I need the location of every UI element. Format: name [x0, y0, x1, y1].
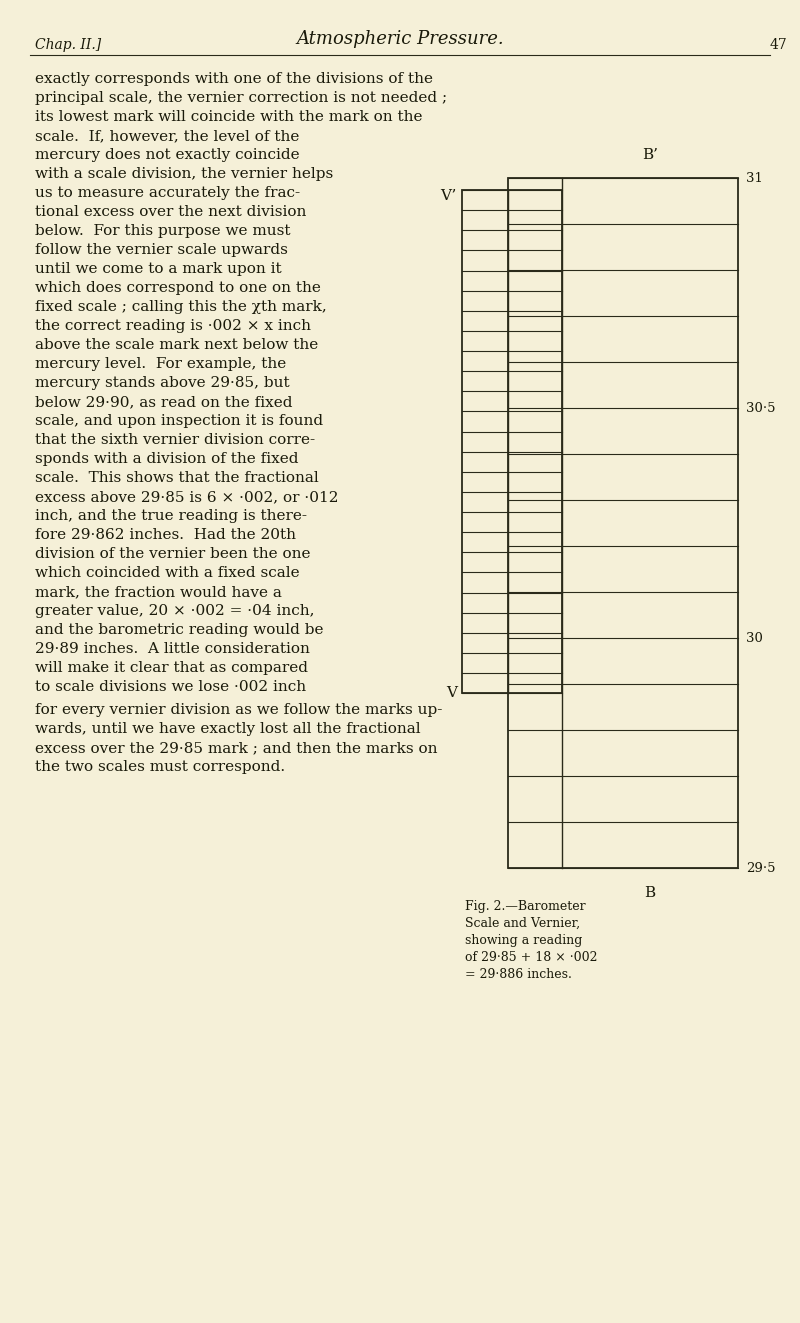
Text: mark, the fraction would have a: mark, the fraction would have a [35, 585, 282, 599]
Text: B’: B’ [642, 148, 658, 161]
Text: exactly corresponds with one of the divisions of the: exactly corresponds with one of the divi… [35, 71, 433, 86]
Text: 30: 30 [746, 631, 763, 644]
Text: 29·89 inches.  A little consideration: 29·89 inches. A little consideration [35, 642, 310, 656]
Text: scale.  This shows that the fractional: scale. This shows that the fractional [35, 471, 318, 486]
Text: wards, until we have exactly lost all the fractional: wards, until we have exactly lost all th… [35, 722, 421, 736]
Text: tional excess over the next division: tional excess over the next division [35, 205, 306, 220]
Bar [462, 191, 562, 693]
Text: 47: 47 [770, 38, 788, 52]
Text: us to measure accurately the frac-: us to measure accurately the frac- [35, 187, 300, 200]
Text: excess above 29·85 is 6 × ·002, or ·012: excess above 29·85 is 6 × ·002, or ·012 [35, 490, 338, 504]
Text: B: B [645, 886, 655, 900]
Text: scale.  If, however, the level of the: scale. If, however, the level of the [35, 130, 299, 143]
Text: fore 29·862 inches.  Had the 20th: fore 29·862 inches. Had the 20th [35, 528, 296, 542]
Text: mercury does not exactly coincide: mercury does not exactly coincide [35, 148, 300, 161]
Text: sponds with a division of the fixed: sponds with a division of the fixed [35, 452, 298, 466]
Text: will make it clear that as compared: will make it clear that as compared [35, 662, 308, 675]
Text: which does correspond to one on the: which does correspond to one on the [35, 280, 321, 295]
Text: below.  For this purpose we must: below. For this purpose we must [35, 224, 290, 238]
Text: for every vernier division as we follow the marks up-: for every vernier division as we follow … [35, 703, 442, 717]
Text: which coincided with a fixed scale: which coincided with a fixed scale [35, 566, 300, 579]
Text: excess over the 29·85 mark ; and then the marks on: excess over the 29·85 mark ; and then th… [35, 741, 438, 755]
Text: 30·5: 30·5 [746, 401, 775, 414]
Text: of 29·85 + 18 × ·002: of 29·85 + 18 × ·002 [465, 951, 598, 964]
Text: Chap. II.]: Chap. II.] [35, 38, 101, 52]
Text: mercury level.  For example, the: mercury level. For example, the [35, 357, 286, 370]
Text: scale, and upon inspection it is found: scale, and upon inspection it is found [35, 414, 323, 429]
Text: above the scale mark next below the: above the scale mark next below the [35, 337, 318, 352]
Text: with a scale division, the vernier helps: with a scale division, the vernier helps [35, 167, 334, 181]
Text: Fig. 2.—Barometer: Fig. 2.—Barometer [465, 900, 586, 913]
Text: = 29·886 inches.: = 29·886 inches. [465, 968, 572, 980]
Text: that the sixth vernier division corre-: that the sixth vernier division corre- [35, 433, 315, 447]
Text: division of the vernier been the one: division of the vernier been the one [35, 546, 310, 561]
Text: mercury stands above 29·85, but: mercury stands above 29·85, but [35, 376, 290, 390]
Text: showing a reading: showing a reading [465, 934, 582, 947]
Text: 29·5: 29·5 [746, 861, 775, 875]
Text: the two scales must correspond.: the two scales must correspond. [35, 759, 285, 774]
Text: follow the vernier scale upwards: follow the vernier scale upwards [35, 243, 288, 257]
Text: principal scale, the vernier correction is not needed ;: principal scale, the vernier correction … [35, 91, 447, 105]
Text: its lowest mark will coincide with the mark on the: its lowest mark will coincide with the m… [35, 110, 422, 124]
Text: V’: V’ [441, 189, 457, 202]
Text: to scale divisions we lose ·002 inch: to scale divisions we lose ·002 inch [35, 680, 306, 695]
Text: 31: 31 [746, 172, 763, 184]
Text: the correct reading is ·002 × x inch: the correct reading is ·002 × x inch [35, 319, 311, 333]
Text: below 29·90, as read on the fixed: below 29·90, as read on the fixed [35, 396, 293, 409]
Text: until we come to a mark upon it: until we come to a mark upon it [35, 262, 282, 277]
Text: and the barometric reading would be: and the barometric reading would be [35, 623, 323, 636]
Text: V: V [446, 687, 457, 700]
Text: Atmospheric Pressure.: Atmospheric Pressure. [296, 30, 504, 48]
Text: inch, and the true reading is there-: inch, and the true reading is there- [35, 509, 307, 523]
Text: Scale and Vernier,: Scale and Vernier, [465, 917, 580, 930]
Bar [508, 179, 738, 868]
Text: fixed scale ; calling this the χth mark,: fixed scale ; calling this the χth mark, [35, 300, 326, 314]
Text: greater value, 20 × ·002 = ·04 inch,: greater value, 20 × ·002 = ·04 inch, [35, 605, 314, 618]
